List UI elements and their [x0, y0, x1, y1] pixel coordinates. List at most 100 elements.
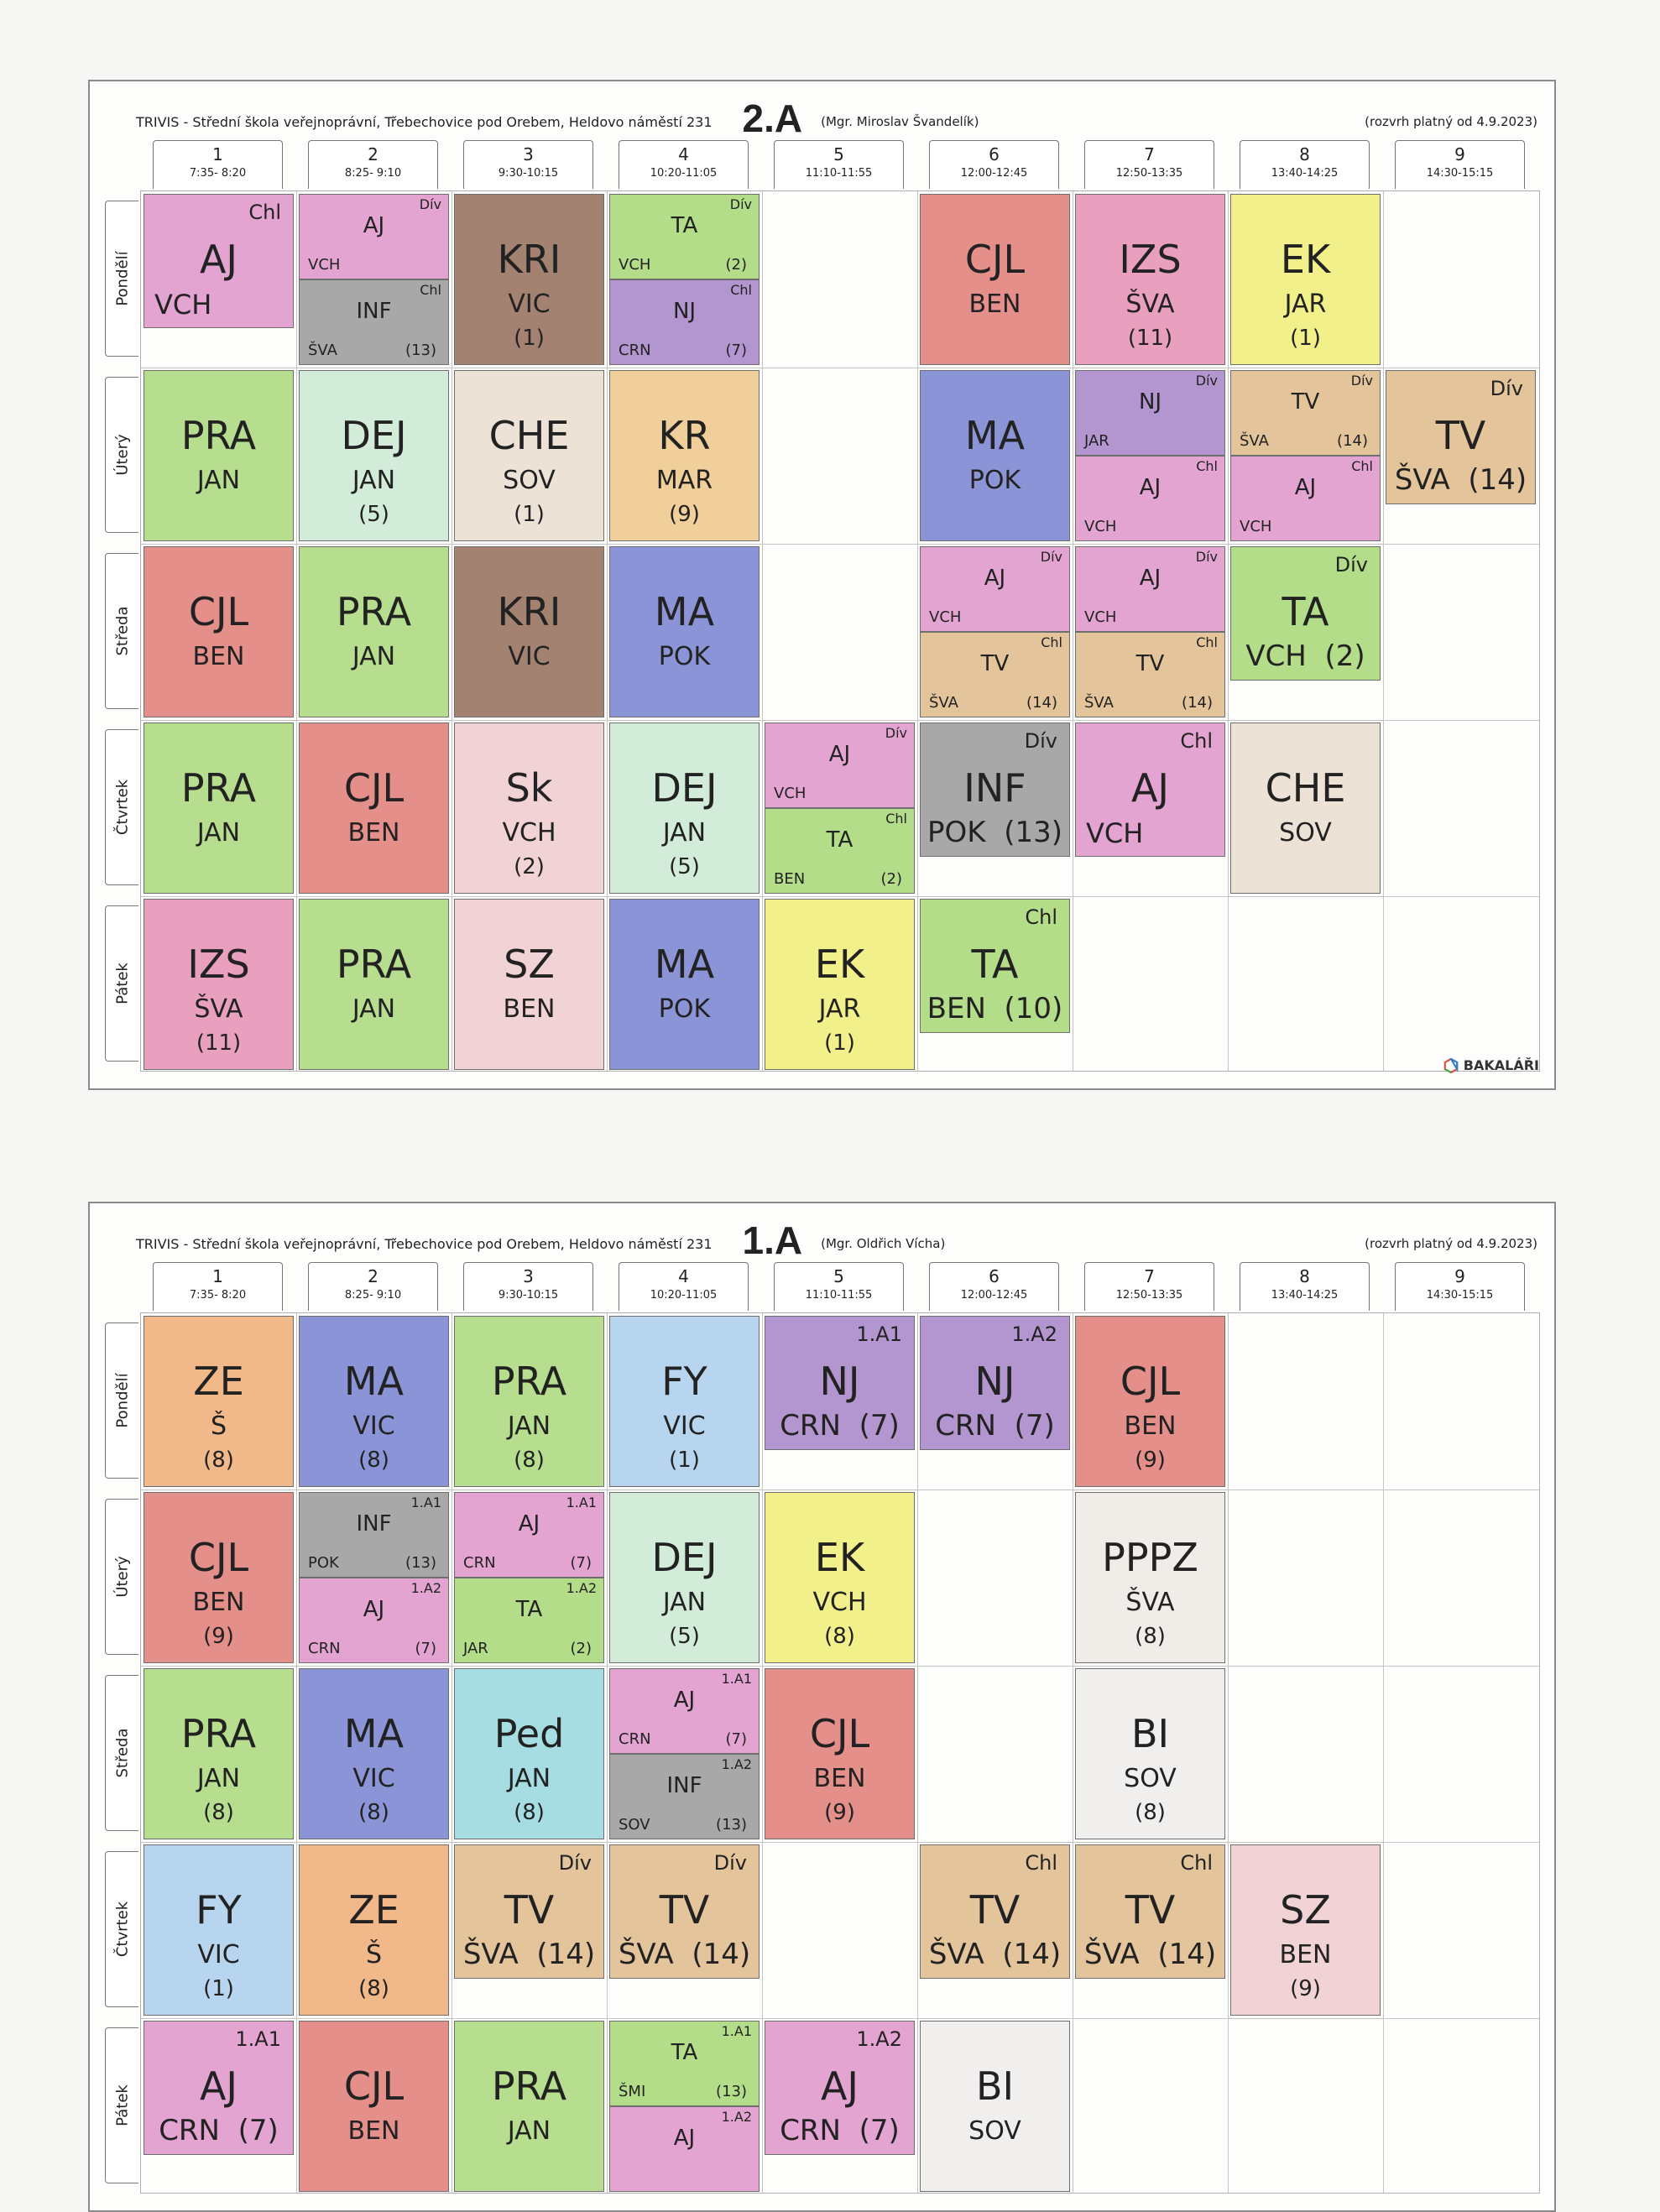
period-time: 14:30-15:15: [1426, 167, 1494, 180]
timetable-1a: TRIVIS - Střední škola veřejnoprávní, Tř…: [88, 1202, 1556, 2212]
period-number: 8: [1299, 1266, 1310, 1286]
period-header: 5 11:10-11:55: [774, 1262, 904, 1311]
lesson-room: (5): [669, 1624, 700, 1649]
day-label: Čtvrtek: [105, 729, 138, 885]
lesson-cell: EK JAR (1): [765, 899, 915, 1070]
lesson-subject: KRI: [497, 237, 561, 282]
lesson-cell: PRA JAN: [454, 2021, 604, 2192]
lesson-teacher: BEN: [968, 290, 1021, 319]
lesson-room: (1): [203, 1976, 234, 2001]
day-name: Úterý: [113, 434, 131, 476]
lesson-group: 1.A2: [410, 1580, 441, 1596]
grid-line: [141, 1666, 1539, 1667]
period-header: 3 9:30-10:15: [463, 140, 593, 189]
lesson-group: Chl: [1196, 458, 1218, 474]
lesson-teacher-room: CRN (7): [921, 1409, 1069, 1442]
lesson-subject: EK: [1280, 237, 1331, 282]
period-header-row: 1 7:35- 8:20 2 8:25- 9:10 3 9:30-10:15 4 10:20-…: [149, 1262, 1550, 1311]
lesson-subject: AJ: [673, 1688, 696, 1713]
class-teacher: (Mgr. Oldřich Vícha): [821, 1236, 946, 1251]
lesson-cell: IZS ŠVA (11): [1075, 194, 1225, 365]
period-header: 5 11:10-11:55: [774, 140, 904, 189]
lesson-teacher: ŠVA: [308, 342, 337, 359]
lesson-teacher: VCH: [1240, 518, 1272, 535]
lesson-teacher: VIC: [508, 290, 551, 319]
lesson-subject: TA: [971, 942, 1019, 987]
lesson-cell: 1.A2 AJ: [609, 2106, 760, 2192]
lesson-group: 1.A2: [721, 1756, 752, 1772]
lesson-subject: AJ: [1139, 566, 1161, 591]
period-header: 7 12:50-13:35: [1084, 1262, 1214, 1311]
lesson-room: (14): [1002, 1938, 1062, 1971]
period-number: 1: [212, 144, 223, 164]
period-time: 13:40-14:25: [1271, 167, 1339, 180]
lesson-cell: 1.A1 INF POK (13): [299, 1492, 449, 1578]
lesson-room: (7): [238, 2114, 279, 2147]
period-time: 11:10-11:55: [805, 167, 873, 180]
grid-line: [141, 896, 1539, 897]
period-header: 2 8:25- 9:10: [308, 1262, 438, 1311]
grid-line: [607, 191, 608, 1071]
lesson-group: 1.A2: [566, 1580, 597, 1596]
grid-line: [141, 2018, 1539, 2019]
lesson-cell: Chl TV ŠVA (14): [920, 632, 1070, 717]
lesson-room: (1): [824, 1030, 855, 1056]
lesson-teacher-room: POK (13): [921, 816, 1069, 849]
lesson-cell: 1.A1 TA ŠMI (13): [609, 2021, 760, 2106]
lesson-group: Chl: [730, 282, 752, 298]
lesson-cell: 1.A2 NJ CRN (7): [920, 1316, 1070, 1450]
lesson-teacher: ŠVA: [618, 1938, 674, 1971]
lesson-room: (2): [880, 870, 903, 888]
lesson-teacher: JAR: [818, 994, 861, 1024]
lesson-room: (8): [358, 1448, 389, 1473]
lesson-teacher: JAN: [352, 642, 396, 671]
lesson-subject: TA: [826, 827, 853, 853]
period-header: 4 10:20-11:05: [619, 140, 749, 189]
lesson-cell: BI SOV: [920, 2021, 1070, 2192]
lesson-teacher: BEN: [1279, 1940, 1332, 1969]
period-number: 6: [989, 1266, 1000, 1286]
lesson-cell: Chl AJ VCH: [1075, 456, 1225, 541]
day-name: Středa: [113, 606, 131, 656]
lesson-room: (5): [669, 854, 700, 879]
lesson-cell: 1.A1 AJ CRN (7): [144, 2021, 294, 2155]
lesson-cell: FY VIC (1): [609, 1316, 760, 1487]
period-number: 7: [1144, 1266, 1155, 1286]
lesson-cell: Chl TA BEN (10): [920, 899, 1070, 1033]
period-header: 8 13:40-14:25: [1240, 1262, 1370, 1311]
lesson-teacher: CRN: [619, 1730, 651, 1748]
lesson-teacher: MAR: [655, 466, 713, 495]
lesson-teacher: VIC: [352, 1764, 395, 1793]
lesson-teacher: VCH: [502, 818, 556, 848]
lesson-teacher: BEN: [192, 1588, 245, 1617]
class-name: 1.A: [742, 1218, 803, 1262]
lesson-room: (2): [514, 854, 545, 879]
lesson-room: (14): [1182, 694, 1213, 712]
lesson-subject: INF: [666, 1773, 702, 1798]
lesson-room: (14): [1337, 432, 1368, 450]
lesson-room: (7): [415, 1640, 437, 1657]
lesson-room: (14): [1157, 1938, 1217, 1971]
lesson-subject: KRI: [497, 589, 561, 634]
lesson-subject: PRA: [180, 413, 257, 458]
period-number: 2: [368, 1266, 378, 1286]
lesson-subject: INF: [356, 1511, 392, 1536]
lesson-subject: IZS: [1119, 237, 1182, 282]
lesson-cell: KRI VIC: [454, 546, 604, 717]
lesson-cell: PRA JAN (8): [144, 1668, 294, 1839]
period-time: 13:40-14:25: [1271, 1289, 1339, 1302]
grid-line: [917, 1313, 918, 2193]
lesson-room: (8): [514, 1800, 545, 1825]
lesson-teacher: VCH: [812, 1588, 867, 1617]
lesson-cell: Ped JAN (8): [454, 1668, 604, 1839]
lesson-subject: BI: [1130, 1711, 1170, 1756]
lesson-teacher: BEN: [347, 2116, 400, 2146]
lesson-group: Dív: [1195, 549, 1218, 565]
lesson-teacher: BEN: [813, 1764, 866, 1793]
lesson-group: 1.A1: [856, 1323, 902, 1346]
grid-line: [1228, 191, 1229, 1071]
day-label: Pondělí: [105, 1323, 138, 1479]
lesson-teacher: BEN: [192, 642, 245, 671]
lesson-group: Chl: [248, 201, 281, 224]
lesson-teacher: SOV: [1124, 1764, 1177, 1793]
